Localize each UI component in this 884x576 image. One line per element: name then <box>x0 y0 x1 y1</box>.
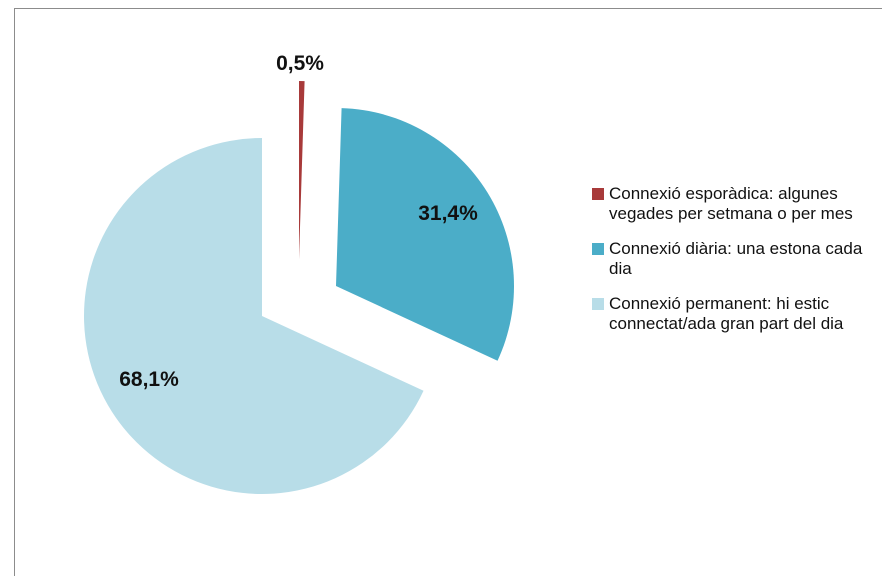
legend-item-permanent: Connexió permanent: hi estic connectat/a… <box>592 294 882 334</box>
legend-item-diaria: Connexió diària: una estona cada dia <box>592 239 882 279</box>
pie-slice-permanent <box>83 138 424 495</box>
pie-labels: 0,5% 31,4% 68,1% <box>119 52 478 391</box>
legend-label-diaria: Connexió diària: una estona cada dia <box>609 239 863 278</box>
legend-item-esporadica: Connexió esporàdica: algunes vegades per… <box>592 184 882 224</box>
pie-slice-esporadica <box>299 81 305 259</box>
legend-label-permanent: Connexió permanent: hi estic connectat/a… <box>609 294 844 333</box>
legend-label-esporadica: Connexió esporàdica: algunes vegades per… <box>609 184 853 223</box>
legend-swatch-esporadica <box>592 188 604 200</box>
data-label-permanent: 68,1% <box>119 368 179 391</box>
chart-frame <box>14 8 882 576</box>
data-label-diaria: 31,4% <box>418 202 478 225</box>
data-label-esporadica: 0,5% <box>276 52 324 75</box>
legend: Connexió esporàdica: algunes vegades per… <box>592 184 882 349</box>
legend-swatch-permanent <box>592 298 604 310</box>
pie-slice-diaria <box>336 108 514 361</box>
legend-swatch-diaria <box>592 243 604 255</box>
pie-slices <box>83 81 514 495</box>
